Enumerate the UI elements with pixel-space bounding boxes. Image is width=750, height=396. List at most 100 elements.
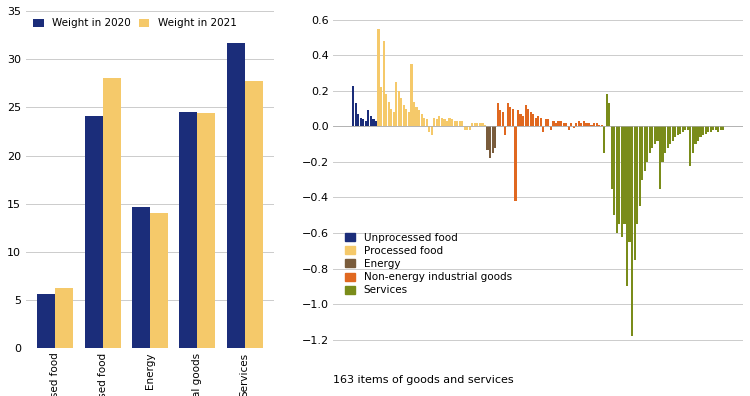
Bar [438,116,440,126]
Bar [614,126,616,215]
Bar [458,121,460,126]
Bar [644,126,646,171]
Bar [370,116,372,126]
Bar [674,126,676,137]
Bar [634,126,636,260]
Bar [507,103,509,126]
Bar [588,123,590,126]
Bar [680,126,681,133]
Bar [150,213,168,348]
Bar [568,126,570,130]
Bar [535,118,537,126]
Bar [641,126,644,180]
Bar [226,43,244,348]
Bar [430,126,433,135]
Bar [425,119,427,126]
Bar [469,126,471,130]
Legend: Unprocessed food, Processed food, Energy, Non-energy industrial goods, Services: Unprocessed food, Processed food, Energy… [343,231,514,297]
Bar [649,126,651,153]
Bar [132,207,150,348]
Bar [456,121,458,126]
Bar [555,123,557,126]
Bar [590,125,592,126]
Bar [179,112,197,348]
Bar [687,126,689,130]
Bar [500,110,501,126]
Bar [400,98,403,126]
Bar [410,64,413,126]
Bar [357,114,359,126]
Bar [502,112,504,126]
Bar [667,126,669,148]
Bar [428,126,430,132]
Bar [578,121,580,126]
Bar [596,123,598,126]
Bar [466,126,468,130]
Bar [517,110,519,126]
Bar [446,121,448,126]
Bar [553,121,554,126]
Bar [372,119,374,126]
Bar [707,126,710,132]
Bar [548,119,550,126]
Bar [476,123,478,126]
Bar [692,126,694,153]
Bar [375,121,377,126]
Bar [616,126,618,233]
Text: 163 items of goods and services: 163 items of goods and services [334,375,514,385]
Bar [712,126,714,130]
Bar [598,125,600,126]
Bar [544,119,547,126]
Bar [405,109,407,126]
Bar [484,125,486,126]
Bar [676,126,679,135]
Bar [403,105,405,126]
Bar [636,126,638,224]
Bar [700,126,701,137]
Bar [441,118,443,126]
Bar [390,109,392,126]
Bar [382,41,385,126]
Bar [56,288,74,348]
Bar [669,126,671,144]
Bar [524,105,526,126]
Bar [717,126,719,132]
Bar [491,126,494,153]
Bar [496,103,499,126]
Bar [722,126,724,130]
Bar [377,29,380,126]
Bar [720,126,722,130]
Bar [575,123,578,126]
Bar [478,123,481,126]
Bar [494,126,496,148]
Bar [585,123,587,126]
Bar [448,118,451,126]
Bar [623,126,626,224]
Bar [393,112,394,126]
Bar [520,114,521,126]
Bar [540,118,542,126]
Bar [362,119,364,126]
Bar [388,101,390,126]
Bar [197,113,215,348]
Bar [471,123,473,126]
Bar [38,293,56,348]
Bar [601,125,603,126]
Bar [527,109,530,126]
Bar [664,126,666,153]
Bar [702,126,704,135]
Legend: Weight in 2020, Weight in 2021: Weight in 2020, Weight in 2021 [32,16,239,30]
Bar [671,126,674,141]
Bar [606,94,608,126]
Bar [487,126,489,150]
Bar [628,126,631,242]
Bar [684,126,686,130]
Bar [626,126,628,286]
Bar [710,126,712,132]
Bar [651,126,653,148]
Bar [416,107,418,126]
Bar [380,88,382,126]
Bar [542,126,544,132]
Bar [618,126,620,224]
Bar [654,126,656,144]
